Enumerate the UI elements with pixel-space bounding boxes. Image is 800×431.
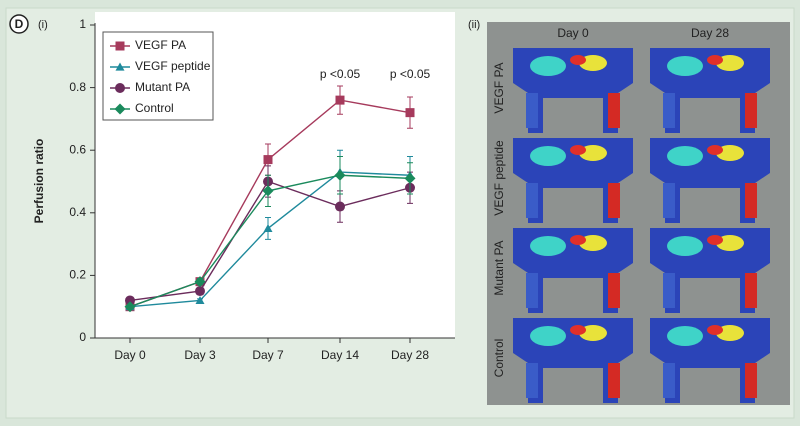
y-axis-label: Perfusion ratio (32, 139, 46, 224)
legend-label: VEGF peptide (135, 59, 211, 73)
y-tick-label: 0.2 (69, 268, 86, 282)
perfusion-spot (707, 55, 723, 65)
annotation: p <0.05 (390, 67, 431, 81)
perfusion-leg (526, 183, 538, 218)
perfusion-leg (608, 273, 620, 308)
perfusion-spot (716, 235, 744, 251)
marker (334, 169, 346, 181)
row-label: VEGF peptide (492, 140, 506, 216)
perfusion-spot (667, 146, 703, 166)
perfusion-spot (530, 236, 566, 256)
perfusion-spot (570, 55, 586, 65)
perfusion-spot (667, 56, 703, 76)
perfusion-leg (663, 183, 675, 218)
marker (404, 172, 416, 184)
perfusion-spot (707, 235, 723, 245)
image-panel-label: (ii) (468, 19, 480, 31)
perfusion-spot (579, 235, 607, 251)
legend-marker (114, 103, 126, 115)
perfusion-leg (745, 93, 757, 128)
perfusion-spot (716, 55, 744, 71)
marker (195, 286, 205, 297)
perfusion-leg (608, 183, 620, 218)
x-tick-label: Day 7 (252, 348, 284, 362)
perfusion-spot (579, 55, 607, 71)
legend-marker (115, 62, 125, 71)
y-tick-label: 0.8 (69, 80, 86, 94)
marker (194, 276, 206, 288)
marker (263, 223, 273, 233)
perfusion-leg (608, 363, 620, 398)
row-label: Control (492, 339, 506, 378)
marker (125, 295, 135, 306)
perfusion-leg (745, 183, 757, 218)
marker (335, 201, 345, 212)
y-tick-label: 0.4 (69, 205, 86, 219)
perfusion-spot (716, 145, 744, 161)
perfusion-leg (745, 363, 757, 398)
image-panel: Day 0 Day 28 VEGF PA VEGF peptide Mutant PA C… (487, 22, 790, 405)
panel-badge (9, 14, 29, 34)
marker (263, 155, 273, 165)
column-header: Day 0 (557, 26, 589, 40)
y-tick-label: 0.6 (69, 142, 86, 156)
row-label: VEGF PA (492, 62, 506, 113)
y-tick-label: 1 (79, 17, 86, 31)
marker (195, 295, 205, 305)
marker (124, 301, 136, 313)
panel-label: D (15, 17, 24, 31)
x-tick-label: Day 3 (184, 348, 216, 362)
legend-label: Control (135, 101, 174, 115)
marker (262, 185, 274, 197)
perfusion-leg (526, 363, 538, 398)
perfusion-spot (667, 236, 703, 256)
perfusion-spot (707, 325, 723, 335)
marker (405, 108, 415, 118)
perfusion-leg (663, 363, 675, 398)
perfusion-leg (663, 93, 675, 128)
perfusion-spot (530, 326, 566, 346)
legend-marker (115, 41, 125, 51)
perfusion-spot (667, 326, 703, 346)
perfusion-spot (570, 235, 586, 245)
perfusion-spot (570, 325, 586, 335)
perfusion-spot (707, 145, 723, 155)
perfusion-leg (608, 93, 620, 128)
column-header: Day 28 (691, 26, 729, 40)
chart-panel-label: (i) (38, 19, 48, 31)
chart: 0 0.2 0.4 0.6 0.8 1 Day 0 Day 3 Day 7 Day 14 Day 2… (32, 17, 455, 362)
y-tick-label: 0 (79, 330, 86, 344)
legend-label: VEGF PA (135, 38, 186, 52)
x-tick-label: Day 28 (391, 348, 429, 362)
legend-label: Mutant PA (135, 80, 190, 94)
x-tick-label: Day 14 (321, 348, 359, 362)
perfusion-spot (570, 145, 586, 155)
perfusion-spot (530, 56, 566, 76)
legend-marker (115, 83, 125, 93)
perfusion-spot (579, 325, 607, 341)
row-label: Mutant PA (492, 240, 506, 295)
perfusion-spot (716, 325, 744, 341)
perfusion-spot (530, 146, 566, 166)
perfusion-spot (579, 145, 607, 161)
perfusion-leg (526, 273, 538, 308)
annotation: p <0.05 (320, 67, 361, 81)
perfusion-leg (663, 273, 675, 308)
x-tick-label: Day 0 (114, 348, 146, 362)
perfusion-leg (745, 273, 757, 308)
marker (335, 95, 345, 105)
perfusion-leg (526, 93, 538, 128)
